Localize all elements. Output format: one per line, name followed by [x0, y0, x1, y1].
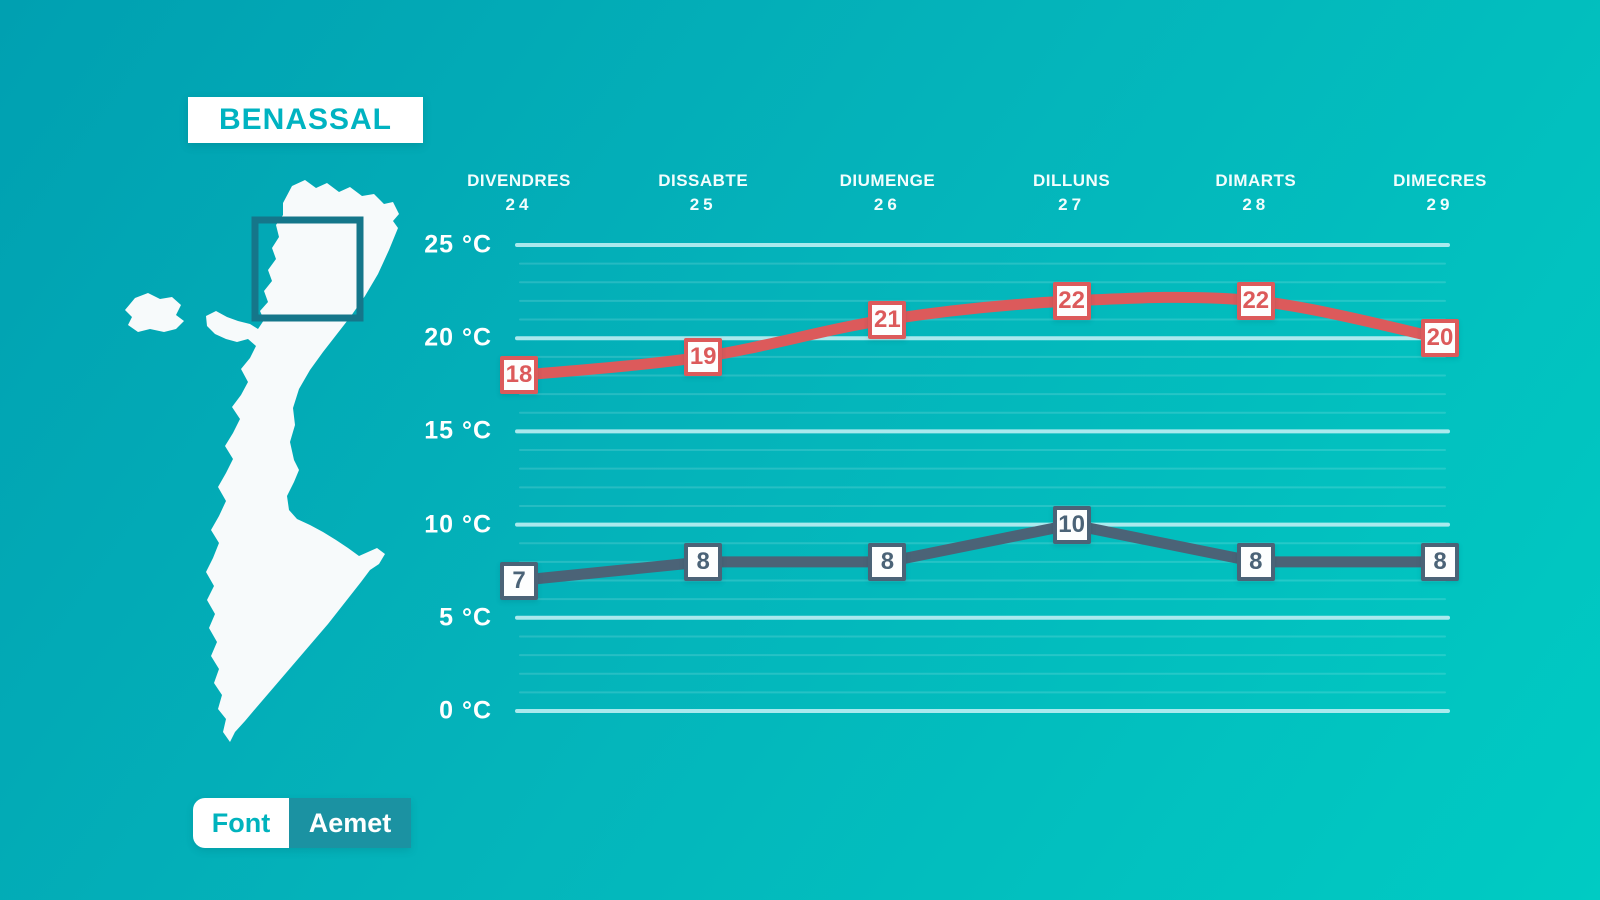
temperatura-minima-value-badge: 8: [1421, 542, 1459, 581]
temperatura-minima-value-badge: 8: [868, 542, 907, 581]
region-map-silhouette: [206, 180, 399, 742]
y-axis-label: 25 °C: [424, 230, 492, 259]
location-title-box: BENASSAL: [188, 97, 423, 143]
day-date: 28: [1242, 195, 1270, 214]
temperatura-maxima-value-badge: 22: [1236, 281, 1275, 320]
temperatura-minima-value-badge: 8: [1236, 542, 1275, 581]
day-name: DILLUNS: [1033, 171, 1111, 190]
temperatura-maxima-value-badge: 21: [868, 300, 907, 339]
day-date: 27: [1058, 195, 1086, 214]
source-label: Font: [193, 798, 289, 848]
temperatura-maxima-line: [513, 291, 1446, 381]
temperatura-maxima-value-badge: 22: [1052, 281, 1091, 320]
temperatura-minima-value-badge: 8: [684, 542, 723, 581]
day-label: DIMARTS 28: [1166, 172, 1346, 213]
day-name: DIMECRES: [1393, 171, 1487, 190]
temperatura-maxima-value-badge: 18: [500, 356, 538, 395]
day-label: DILLUNS 27: [982, 172, 1162, 213]
day-label: DISSABTE 25: [613, 172, 793, 213]
day-date: 24: [505, 195, 533, 214]
y-axis-label: 0 °C: [439, 696, 492, 725]
source-value: Aemet: [289, 798, 411, 848]
day-date: 29: [1426, 195, 1454, 214]
temperatura-minima-value-badge: 7: [500, 561, 538, 600]
temperatura-maxima-value-badge: 20: [1421, 319, 1459, 358]
day-name: DIMARTS: [1215, 171, 1297, 190]
temperatura-minima-line: [513, 519, 1446, 587]
day-date: 26: [873, 195, 901, 214]
source-badge: Font Aemet: [193, 798, 411, 848]
day-label: DIMECRES 29: [1350, 172, 1530, 213]
temperatura-maxima-value-badge: 19: [684, 337, 723, 376]
y-axis-label: 5 °C: [439, 603, 492, 632]
y-axis-label: 10 °C: [424, 510, 492, 539]
day-label: DIVENDRES 24: [429, 172, 609, 213]
day-name: DIVENDRES: [467, 171, 571, 190]
region-map: [125, 180, 399, 742]
temperatura-minima-value-badge: 10: [1052, 505, 1091, 544]
day-date: 25: [689, 195, 717, 214]
day-name: DIUMENGE: [839, 171, 936, 190]
day-name: DISSABTE: [658, 171, 749, 190]
day-label: DIUMENGE 26: [797, 172, 977, 213]
region-map-exclave: [125, 293, 184, 332]
page-title: BENASSAL: [218, 103, 392, 136]
y-axis-label: 20 °C: [424, 323, 492, 352]
y-axis-label: 15 °C: [424, 416, 492, 445]
location-highlight-box: [251, 216, 364, 322]
